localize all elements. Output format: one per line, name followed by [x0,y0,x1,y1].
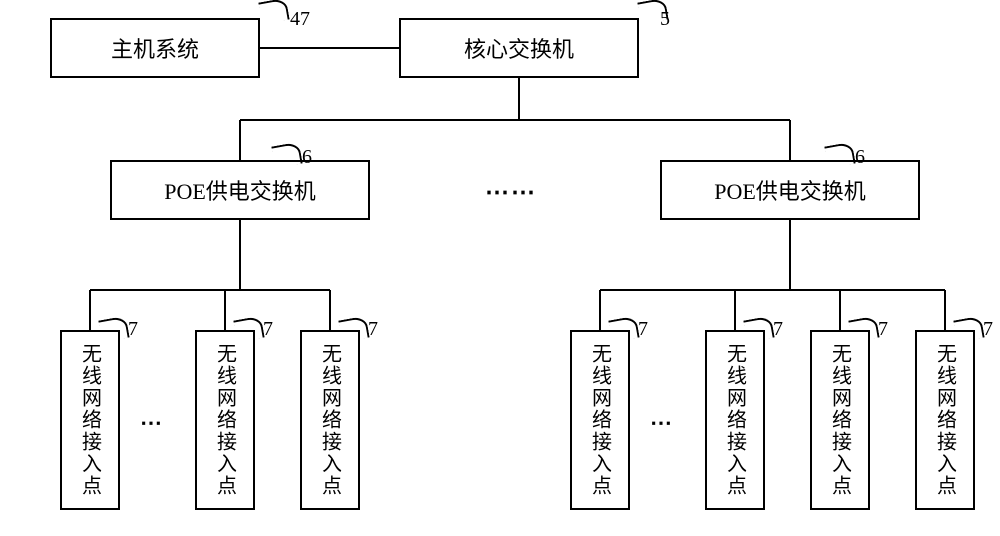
poe-switch-left-box: POE供电交换机 [110,160,370,220]
ap-label: 无线网络接入点 [721,343,750,497]
ap-box: 无线网络接入点 [810,330,870,510]
ap-box: 无线网络接入点 [300,330,360,510]
ap-label: 无线网络接入点 [826,343,855,497]
ellipsis: ⋯⋯ [485,178,537,207]
ap-label: 无线网络接入点 [931,343,960,497]
core-switch-label: 核心交换机 [464,32,574,64]
ap-box: 无线网络接入点 [915,330,975,510]
ap-label: 无线网络接入点 [76,343,105,497]
core-switch-box: 核心交换机 [399,18,639,78]
host-system-label: 主机系统 [111,32,199,64]
ap-label: 无线网络接入点 [316,343,345,497]
ref-leader-arc [953,316,984,343]
ref-label: 7 [128,318,138,341]
ap-box: 无线网络接入点 [195,330,255,510]
ap-label: 无线网络接入点 [211,343,240,497]
poe-switch-left-label: POE供电交换机 [164,174,316,206]
ref-label: 7 [638,318,648,341]
ref-label: 6 [855,146,865,169]
ref-label: 6 [302,146,312,169]
ref-label: 7 [263,318,273,341]
ap-box: 无线网络接入点 [60,330,120,510]
ellipsis: ⋯ [140,410,164,436]
ref-leader-arc [233,316,264,343]
ref-label: 7 [773,318,783,341]
ref-label: 47 [290,8,310,31]
ref-leader-arc [338,316,369,343]
ap-box: 无线网络接入点 [570,330,630,510]
ref-label: 7 [878,318,888,341]
ref-leader-arc [608,316,639,343]
ref-label: 7 [983,318,993,341]
poe-switch-right-box: POE供电交换机 [660,160,920,220]
host-system-box: 主机系统 [50,18,260,78]
ap-box: 无线网络接入点 [705,330,765,510]
ellipsis: ⋯ [650,410,674,436]
ref-leader-arc [848,316,879,343]
ref-label: 7 [368,318,378,341]
ap-label: 无线网络接入点 [586,343,615,497]
ref-leader-arc [258,0,289,24]
poe-switch-right-label: POE供电交换机 [714,174,866,206]
ref-leader-arc [743,316,774,343]
ref-leader-arc [98,316,129,343]
